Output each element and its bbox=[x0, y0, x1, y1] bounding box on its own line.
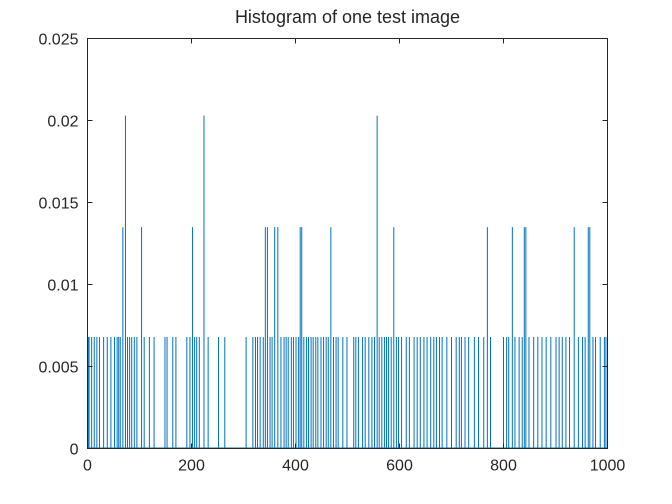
y-tick-label: 0.01 bbox=[47, 278, 78, 295]
x-tick-label: 600 bbox=[386, 458, 413, 475]
y-axis: 0 0.005 0.01 0.015 0.02 0.025 bbox=[38, 32, 608, 459]
x-tick-label: 1000 bbox=[590, 458, 626, 475]
x-axis: 0 200 400 600 800 1000 bbox=[83, 38, 626, 475]
x-tick-label: 800 bbox=[490, 458, 517, 475]
y-tick-label: 0.02 bbox=[47, 114, 78, 131]
y-tick-label: 0.025 bbox=[38, 32, 78, 49]
y-tick-label: 0.005 bbox=[38, 360, 78, 377]
x-tick-label: 400 bbox=[282, 458, 309, 475]
y-tick-label: 0.015 bbox=[38, 196, 78, 213]
x-tick-label: 0 bbox=[83, 458, 92, 475]
axes-box bbox=[87, 38, 608, 449]
chart-title: Histogram of one test image bbox=[234, 7, 461, 27]
y-tick-label: 0 bbox=[70, 442, 79, 459]
x-tick-label: 200 bbox=[178, 458, 205, 475]
bar-group bbox=[87, 115, 608, 449]
